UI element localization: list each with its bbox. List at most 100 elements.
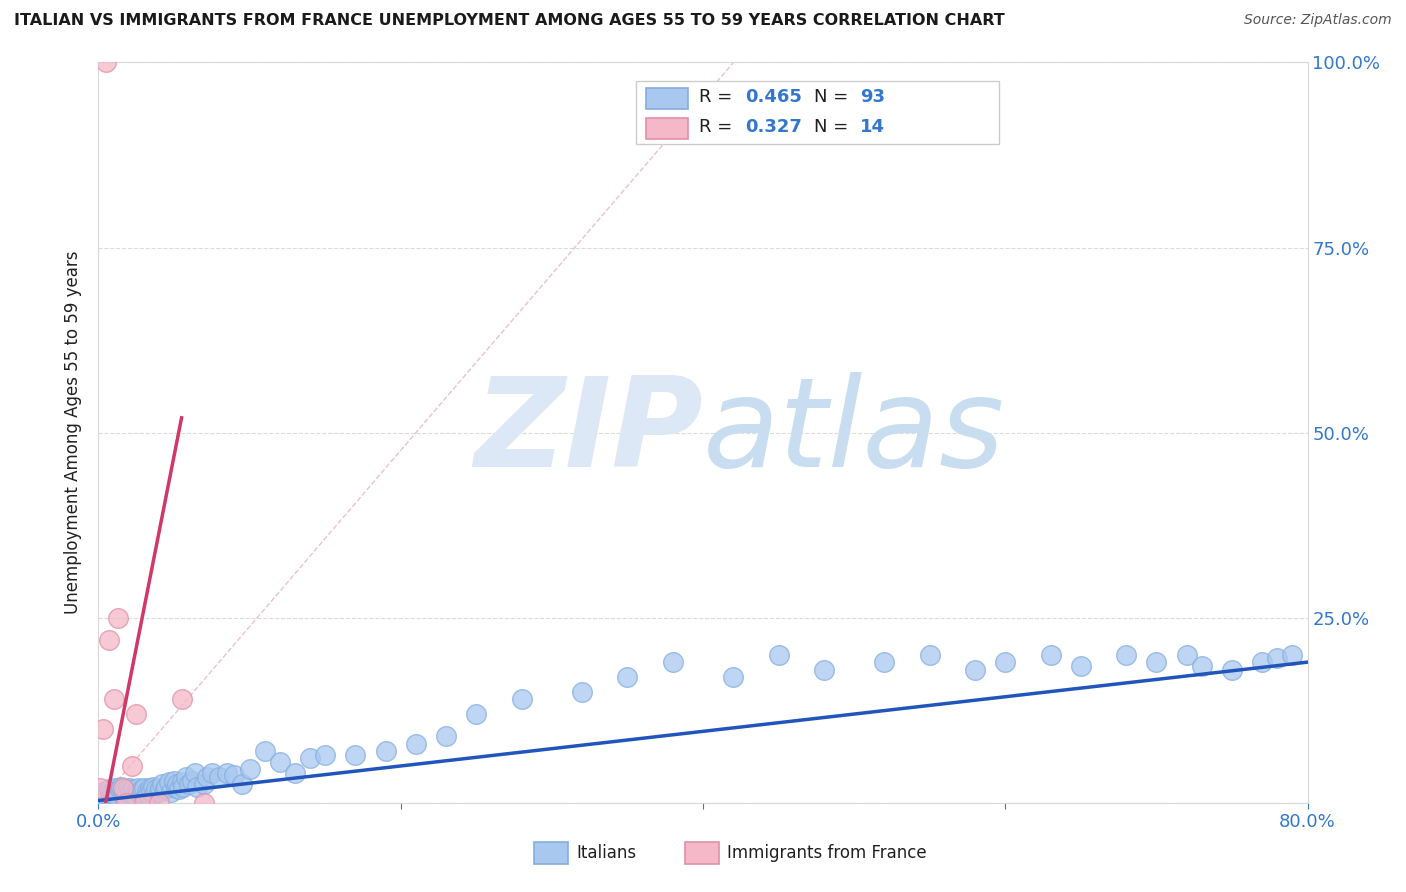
Point	[91, 785, 114, 799]
Point	[201, 766, 224, 780]
Point	[965, 663, 987, 677]
FancyBboxPatch shape	[685, 842, 718, 864]
Point	[101, 785, 124, 799]
Point	[224, 767, 246, 781]
Text: Immigrants from France: Immigrants from France	[727, 844, 927, 863]
Point	[90, 789, 112, 803]
Point	[167, 782, 190, 797]
Point	[107, 789, 129, 804]
Point	[284, 766, 307, 780]
Point	[1191, 658, 1213, 673]
Text: 0.465: 0.465	[745, 88, 803, 106]
Point	[114, 789, 136, 804]
Point	[1039, 648, 1062, 662]
Point	[125, 789, 148, 804]
Point	[179, 777, 201, 791]
Point	[143, 787, 166, 801]
Point	[1281, 648, 1303, 662]
FancyBboxPatch shape	[647, 88, 689, 109]
Point	[159, 775, 181, 789]
Point	[405, 737, 427, 751]
Text: 93: 93	[860, 88, 886, 106]
Point	[148, 785, 170, 799]
Point	[148, 796, 170, 810]
Text: N =: N =	[814, 88, 855, 106]
Text: Source: ZipAtlas.com: Source: ZipAtlas.com	[1244, 13, 1392, 28]
Point	[139, 780, 162, 795]
Point	[661, 655, 683, 669]
Point	[100, 789, 122, 804]
FancyBboxPatch shape	[534, 842, 568, 864]
Point	[91, 722, 114, 736]
Point	[174, 770, 197, 784]
Point	[129, 787, 152, 801]
Point	[1144, 655, 1167, 669]
Point	[1251, 655, 1274, 669]
Point	[115, 785, 138, 799]
Point	[163, 773, 186, 788]
Point	[125, 706, 148, 721]
Point	[131, 782, 153, 797]
Point	[132, 796, 155, 810]
Point	[142, 780, 165, 794]
Point	[181, 773, 204, 788]
Text: 0.327: 0.327	[745, 118, 803, 136]
Text: ITALIAN VS IMMIGRANTS FROM FRANCE UNEMPLOYMENT AMONG AGES 55 TO 59 YEARS CORRELA: ITALIAN VS IMMIGRANTS FROM FRANCE UNEMPL…	[14, 13, 1005, 29]
Point	[299, 751, 322, 765]
Text: R =: R =	[699, 118, 738, 136]
Point	[136, 789, 159, 803]
Point	[1115, 648, 1137, 662]
Point	[170, 692, 193, 706]
Point	[434, 729, 457, 743]
Point	[465, 706, 488, 721]
Point	[510, 692, 533, 706]
Point	[149, 780, 172, 795]
Point	[108, 782, 131, 797]
Point	[107, 610, 129, 624]
Point	[114, 796, 136, 810]
Point	[172, 780, 194, 794]
Point	[98, 782, 121, 797]
Point	[127, 780, 149, 795]
Point	[89, 780, 111, 795]
Point	[165, 780, 187, 795]
Point	[344, 747, 367, 762]
Point	[103, 789, 125, 803]
Point	[314, 747, 336, 762]
Point	[571, 685, 593, 699]
Text: ZIP: ZIP	[474, 372, 703, 493]
Point	[132, 780, 155, 795]
Point	[208, 770, 231, 784]
Point	[1267, 651, 1289, 665]
Point	[94, 55, 117, 70]
Point	[994, 655, 1017, 669]
Point	[195, 770, 218, 784]
Point	[112, 784, 135, 798]
FancyBboxPatch shape	[637, 81, 1000, 144]
Point	[104, 780, 127, 795]
Point	[1070, 658, 1092, 673]
Point	[918, 648, 941, 662]
Point	[94, 787, 117, 801]
Point	[186, 780, 208, 794]
Point	[121, 789, 143, 803]
Point	[269, 755, 291, 769]
Point	[124, 787, 146, 801]
Point	[141, 784, 163, 798]
Point	[873, 655, 896, 669]
Point	[122, 782, 145, 797]
Point	[118, 780, 141, 795]
Point	[231, 777, 253, 791]
Point	[105, 787, 128, 801]
Point	[103, 692, 125, 706]
Text: atlas: atlas	[703, 372, 1005, 493]
Point	[616, 670, 638, 684]
Point	[374, 744, 396, 758]
Point	[239, 763, 262, 777]
Point	[1175, 648, 1198, 662]
Point	[145, 782, 167, 797]
Point	[96, 789, 118, 803]
Point	[193, 796, 215, 810]
Point	[121, 758, 143, 772]
Point	[111, 780, 134, 795]
